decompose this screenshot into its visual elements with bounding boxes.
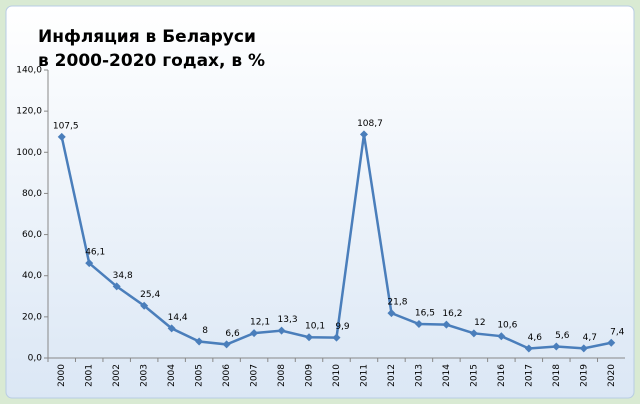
y-tick-label: 100,0 <box>16 148 42 158</box>
point-marker <box>167 324 176 333</box>
data-label: 7,4 <box>610 327 625 337</box>
data-label: 16,2 <box>442 309 462 319</box>
data-label: 12 <box>474 318 485 328</box>
point-marker <box>387 309 396 318</box>
data-label: 4,7 <box>583 333 597 343</box>
point-marker <box>305 333 314 342</box>
x-tick-label: 2015 <box>469 364 479 387</box>
data-label: 25,4 <box>140 290 160 300</box>
point-marker <box>222 340 231 349</box>
point-marker <box>85 259 94 268</box>
y-tick-label: 60,0 <box>22 230 42 240</box>
y-tick-label: 120,0 <box>16 107 42 117</box>
point-marker <box>359 130 368 139</box>
point-marker <box>277 326 286 335</box>
point-marker <box>414 320 423 329</box>
data-label: 10,6 <box>497 321 517 331</box>
data-label: 21,8 <box>387 298 407 308</box>
data-label: 9,9 <box>335 322 350 332</box>
data-label: 14,4 <box>168 313 188 323</box>
x-tick-label: 2009 <box>305 364 315 387</box>
x-tick-label: 2011 <box>359 364 369 387</box>
data-label: 107,5 <box>53 121 79 131</box>
point-marker <box>140 301 149 310</box>
point-marker <box>552 342 561 351</box>
x-tick-label: 2012 <box>387 364 397 387</box>
x-tick-label: 2003 <box>140 364 150 387</box>
point-marker <box>112 282 121 291</box>
y-tick-label: 20,0 <box>22 312 42 322</box>
y-tick-label: 140,0 <box>16 66 42 76</box>
data-label: 8 <box>202 326 208 336</box>
x-tick-label: 2016 <box>497 364 507 387</box>
point-marker <box>195 337 204 346</box>
point-marker <box>607 338 616 347</box>
data-label: 46,1 <box>85 248 105 258</box>
data-label: 4,6 <box>528 333 543 343</box>
chart-title: Инфляция в Беларуси <box>38 27 256 47</box>
x-tick-label: 2014 <box>442 364 452 387</box>
chart-subtitle: в 2000-2020 годах, в % <box>38 51 265 71</box>
x-tick-label: 2000 <box>57 364 67 387</box>
point-marker <box>524 344 533 353</box>
x-tick-label: 2002 <box>112 364 122 387</box>
x-tick-label: 2019 <box>579 364 589 387</box>
data-label: 5,6 <box>555 331 570 341</box>
y-tick-label: 40,0 <box>22 271 42 281</box>
x-tick-label: 2020 <box>607 364 617 387</box>
x-tick-label: 2007 <box>250 364 260 387</box>
y-tick-label: 0,0 <box>28 354 43 364</box>
point-marker <box>250 329 259 338</box>
x-tick-label: 2001 <box>85 364 95 387</box>
x-tick-label: 2008 <box>277 364 287 387</box>
x-tick-label: 2013 <box>414 364 424 387</box>
point-marker <box>332 333 341 342</box>
data-label: 12,1 <box>250 318 270 328</box>
point-marker <box>57 132 66 141</box>
x-tick-label: 2005 <box>195 364 205 387</box>
x-tick-label: 2010 <box>332 364 342 387</box>
data-label: 13,3 <box>278 315 298 325</box>
point-marker <box>469 329 478 338</box>
data-label: 16,5 <box>415 309 435 319</box>
y-tick-label: 80,0 <box>22 189 42 199</box>
x-tick-label: 2017 <box>524 364 534 387</box>
point-marker <box>579 344 588 353</box>
point-marker <box>497 332 506 341</box>
data-label: 108,7 <box>357 119 383 129</box>
data-label: 6,6 <box>225 329 240 339</box>
chart-panel <box>5 5 635 399</box>
x-tick-label: 2006 <box>222 364 232 387</box>
x-tick-label: 2004 <box>167 364 177 387</box>
point-marker <box>442 320 451 329</box>
data-label: 10,1 <box>305 322 325 332</box>
data-label: 34,8 <box>113 271 133 281</box>
x-tick-label: 2018 <box>552 364 562 387</box>
